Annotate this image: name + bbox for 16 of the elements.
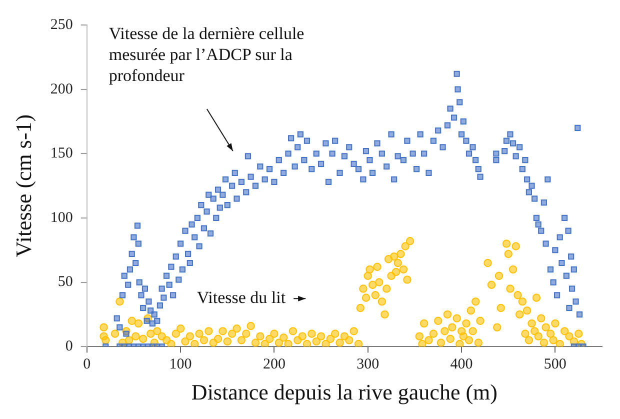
y-tick-label: 150 [50,146,73,162]
y-tick-label: 50 [58,274,73,290]
x-tick-label: 100 [169,356,192,373]
x-tick-label: 300 [356,356,380,373]
y-tick-label: 250 [50,16,73,33]
annotation: Vitesse de la dernière cellule mesurée par l’ADCP sur la profondeur [108,24,304,85]
x-tick-label: 500 [544,356,566,373]
x-tick-label: 400 [450,356,473,373]
y-tick-label: 0 [65,338,73,355]
y-tick-label: 100 [50,210,73,226]
y-axis-title: Vitesse (cm s-1) [10,114,36,258]
x-tick-label: 200 [262,356,286,373]
x-tick-label: 0 [83,356,91,373]
x-axis-title: Distance depuis la rive gauche (m) [191,380,498,405]
y-tick-label: 200 [50,81,73,98]
annotation: Vitesse du lit [196,288,286,308]
